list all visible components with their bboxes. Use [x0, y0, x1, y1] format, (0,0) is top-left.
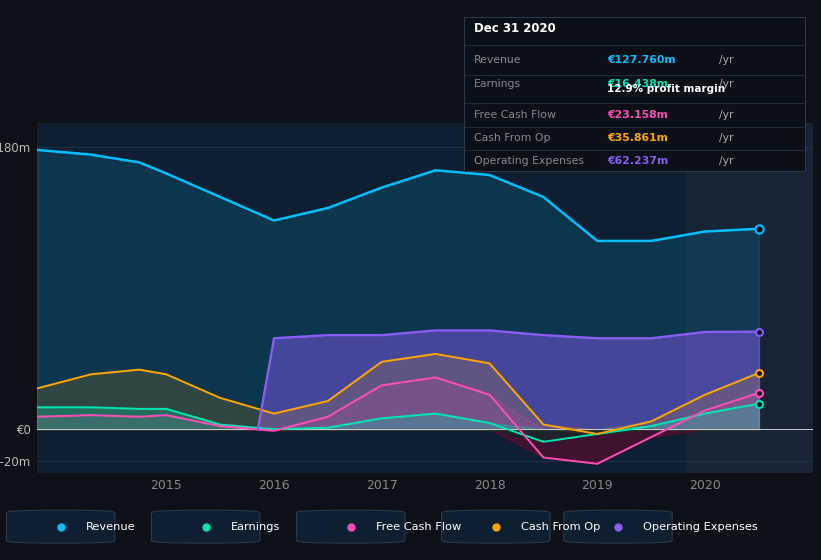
FancyBboxPatch shape	[564, 510, 672, 543]
Text: €16.438m: €16.438m	[607, 79, 668, 89]
Text: 12.9% profit margin: 12.9% profit margin	[607, 84, 725, 94]
Text: Earnings: Earnings	[474, 79, 521, 89]
Text: Earnings: Earnings	[231, 522, 280, 531]
Text: Dec 31 2020: Dec 31 2020	[474, 22, 556, 35]
Text: €127.760m: €127.760m	[607, 55, 676, 65]
Text: €62.237m: €62.237m	[607, 156, 668, 166]
Text: Revenue: Revenue	[474, 55, 521, 65]
Text: Operating Expenses: Operating Expenses	[643, 522, 758, 531]
Text: Cash From Op: Cash From Op	[474, 133, 551, 143]
Text: Operating Expenses: Operating Expenses	[474, 156, 584, 166]
Text: Free Cash Flow: Free Cash Flow	[376, 522, 461, 531]
Text: €35.861m: €35.861m	[607, 133, 667, 143]
Text: /yr: /yr	[719, 110, 734, 120]
Text: Free Cash Flow: Free Cash Flow	[474, 110, 556, 120]
FancyBboxPatch shape	[152, 510, 260, 543]
Bar	[686, 123, 813, 473]
FancyBboxPatch shape	[7, 510, 115, 543]
Text: /yr: /yr	[719, 156, 734, 166]
Text: Cash From Op: Cash From Op	[521, 522, 600, 531]
FancyBboxPatch shape	[442, 510, 550, 543]
Text: /yr: /yr	[719, 55, 734, 65]
Text: Revenue: Revenue	[86, 522, 135, 531]
Text: €23.158m: €23.158m	[607, 110, 667, 120]
Text: /yr: /yr	[719, 133, 734, 143]
FancyBboxPatch shape	[296, 510, 405, 543]
Text: /yr: /yr	[719, 79, 734, 89]
